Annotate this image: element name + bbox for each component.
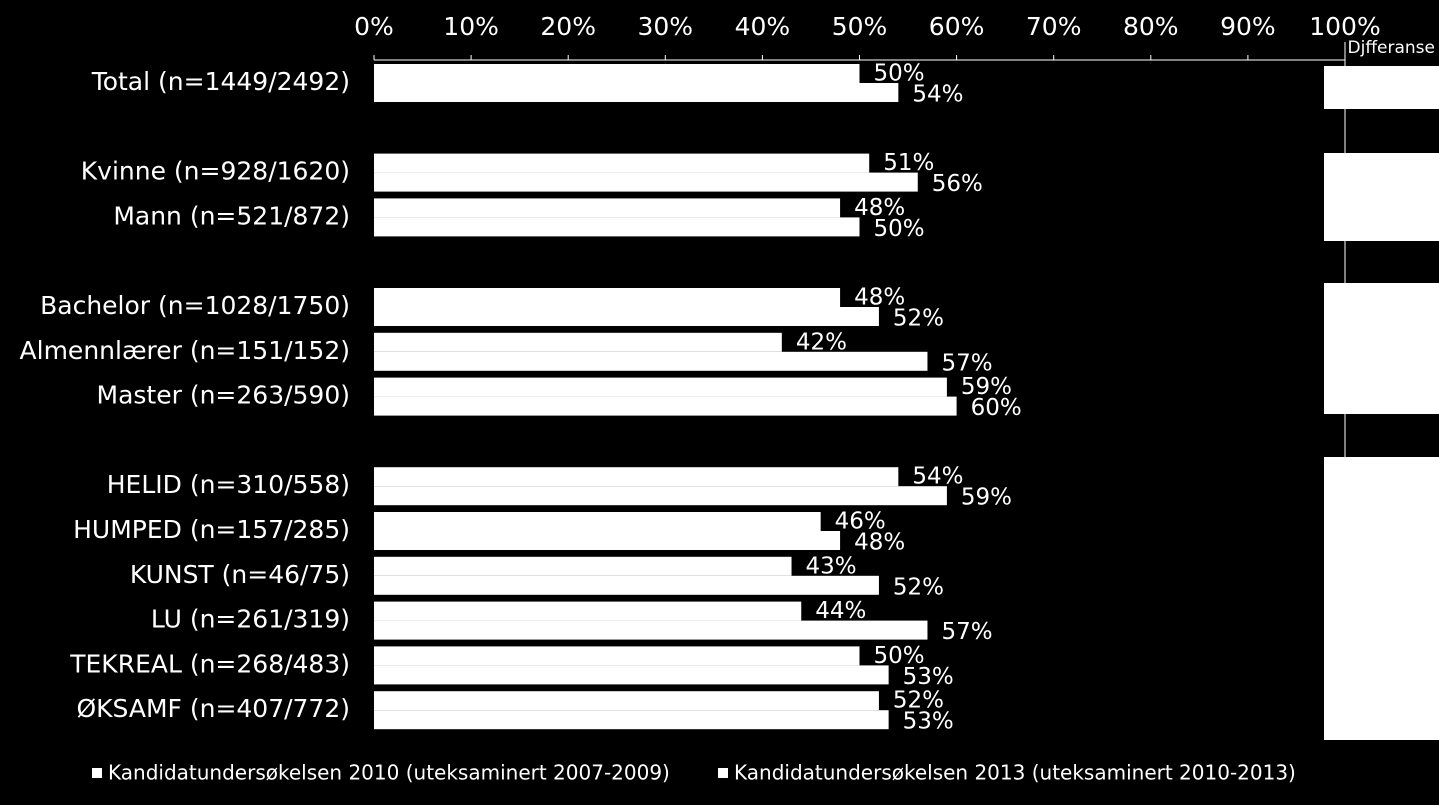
bar [374,153,870,173]
x-tick-label: 10% [443,12,499,41]
category-label: Kvinne (n=928/1620) [81,157,350,186]
x-tick-label: 100% [1309,12,1380,41]
data-label: 56% [932,171,983,197]
category-label: TEKREAL (n=268/483) [69,649,350,678]
category-label: Mann (n=521/872) [113,201,350,230]
legend-label: Kandidatundersøkelsen 2013 (uteksaminert… [734,761,1296,785]
x-tick-label: 0% [354,12,394,41]
x-tick-label: 20% [540,12,596,41]
category-label: KUNST (n=46/75) [130,560,350,589]
category-label: Almennlærer (n=151/152) [20,336,350,365]
x-tick-label: 40% [735,12,791,41]
bar [374,665,889,685]
x-tick-label: 50% [832,12,888,41]
difference-box [1324,153,1439,241]
data-label: 59% [961,485,1012,511]
data-label: 50% [874,643,925,669]
bar [374,646,860,666]
data-label: 53% [903,709,954,735]
data-label: 50% [874,216,925,242]
category-label: ØKSAMF (n=407/772) [76,694,350,723]
bar [374,64,860,83]
bar [374,556,792,576]
bar [374,620,928,640]
data-label: 57% [941,350,992,376]
bar [374,83,899,102]
difference-box [1324,457,1439,740]
x-tick-label: 90% [1220,12,1276,41]
x-tick-label: 80% [1123,12,1179,41]
data-label: 48% [854,530,905,556]
category-label: Bachelor (n=1028/1750) [40,291,350,320]
data-label: 43% [806,553,857,579]
legend-label: Kandidatundersøkelsen 2010 (uteksaminert… [108,761,670,785]
data-label: 54% [912,82,963,108]
category-label: LU (n=261/319) [151,605,350,634]
bar [374,377,947,397]
data-label: 60% [971,395,1022,421]
bar [374,332,782,352]
data-label: 50% [874,61,925,87]
bar [374,467,899,487]
difference-box [1324,66,1439,109]
bar [374,288,841,307]
category-label: Master (n=263/590) [97,381,350,410]
data-label: 57% [941,619,992,645]
category-label: HELID (n=310/558) [107,470,350,499]
bar [374,531,841,550]
x-tick-label: 70% [1026,12,1082,41]
bar [374,710,889,730]
bar [374,307,879,326]
legend-marker [718,768,728,778]
bar [374,351,928,371]
data-label: 48% [854,195,905,221]
data-label: 42% [796,329,847,355]
data-label: 53% [903,664,954,690]
bar [374,217,860,237]
bar [374,575,879,595]
bar [374,198,841,218]
legend-marker [92,768,102,778]
x-tick-label: 30% [638,12,694,41]
data-label: 44% [815,598,866,624]
data-label: 52% [893,306,944,332]
category-label: HUMPED (n=157/285) [73,515,350,544]
bar [374,172,918,192]
difference-box [1324,283,1439,414]
bar [374,601,802,621]
data-label: 51% [883,150,934,176]
difference-header: Djfferanse [1348,38,1435,58]
data-label: 54% [912,464,963,490]
bar [374,396,957,416]
data-label: 52% [893,688,944,714]
data-label: 46% [835,509,886,535]
data-label: 48% [854,285,905,311]
bar [374,691,879,711]
bar [374,486,947,506]
category-label: Total (n=1449/2492) [91,67,350,96]
data-label: 59% [961,374,1012,400]
x-tick-label: 60% [929,12,985,41]
bar [374,512,821,531]
data-label: 52% [893,574,944,600]
